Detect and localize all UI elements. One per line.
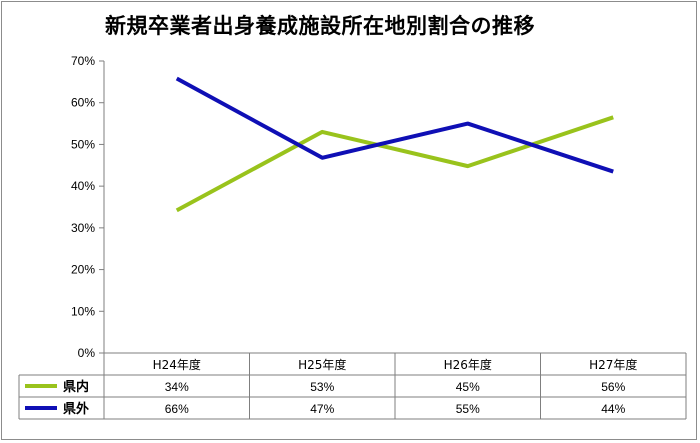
chart-title: 新規卒業者出身養成施設所在地別割合の推移 [105,14,535,38]
data-label: 45% [456,380,480,394]
x-category-label: H25年度 [298,357,346,372]
axes: 0% 10% 20% 30% 40% 50% 60% 70% [71,54,105,360]
data-label: 56% [601,380,625,394]
data-label: 34% [165,380,189,394]
x-category-label: H26年度 [444,357,492,372]
y-tick-label: 30% [71,221,95,235]
data-label: 44% [601,402,625,416]
y-tick-label: 70% [71,54,95,68]
legend-label: 県外 [63,401,89,417]
y-tick-label: 20% [71,263,95,277]
data-label: 53% [310,380,334,394]
y-tick-label: 50% [71,137,95,151]
y-tick-label: 10% [71,304,95,318]
data-label: 55% [456,402,480,416]
y-tick-label: 60% [71,96,95,110]
data-label: 47% [310,402,334,416]
data-label: 66% [165,402,189,416]
x-category-label: H24年度 [153,357,201,372]
series-line-1 [175,76,614,174]
y-tick-label: 0% [78,346,96,360]
y-tick-label: 40% [71,179,95,193]
series-line-0 [175,115,614,213]
x-category-label: H27年度 [589,357,637,372]
legend-label: 県内 [63,379,89,395]
series-lines [175,76,614,213]
